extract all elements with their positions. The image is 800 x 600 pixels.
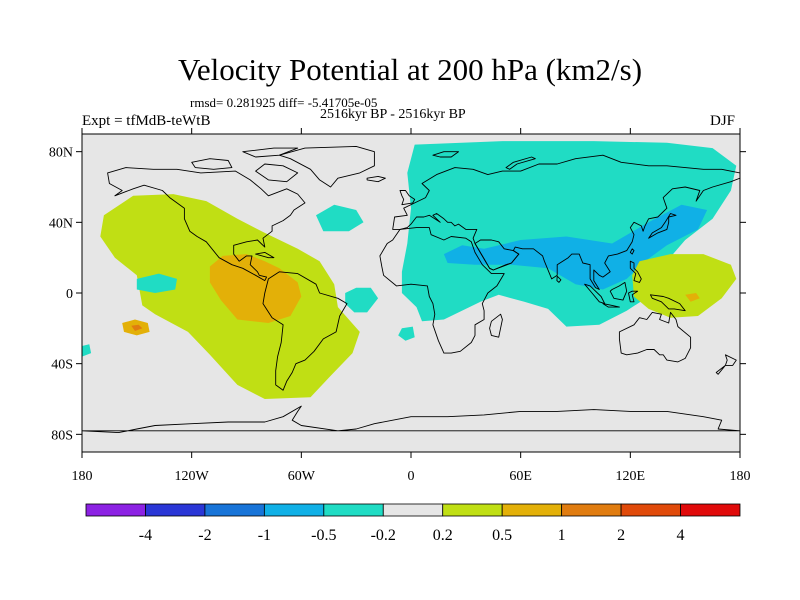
south-pacific-orange-core: [131, 324, 143, 331]
iceland-coastline: [366, 175, 386, 183]
rmsd-diff-stats: rmsd= 0.281925 diff= -5.41705e-05: [190, 95, 378, 110]
y-tick-label: 40N: [49, 216, 73, 231]
colorbar-swatch: [85, 503, 146, 517]
philippines-coastline: [629, 260, 642, 283]
colorbar-label: -4: [139, 527, 152, 544]
canadian-archipelago-3-coastline: [191, 158, 233, 170]
sulawesi-coastline: [628, 290, 639, 303]
colorbar-label: 4: [677, 527, 685, 544]
java-coastline: [602, 303, 620, 308]
colorbar-swatch: [145, 503, 206, 517]
colorbar-swatch: [680, 503, 741, 517]
canadian-archipelago-1-coastline: [255, 163, 299, 183]
north-america-coastline: [107, 167, 306, 282]
greenland-coastline: [278, 145, 375, 188]
period-label: 2516kyr BP - 2516kyr BP: [320, 107, 466, 122]
south-america-coastline: [262, 271, 348, 391]
canadian-archipelago-2-coastline: [242, 147, 299, 158]
antarctica-coastline: [82, 405, 740, 434]
new-guinea-coastline: [649, 294, 686, 312]
y-tick-label: 80N: [49, 146, 73, 161]
east-pacific-negative-blob: [136, 273, 177, 293]
colorbar-label: 1: [558, 527, 566, 544]
season-label: DJF: [710, 113, 736, 129]
y-tick-label: 80S: [51, 428, 73, 443]
colorbar: -4 -2 -1 -0.5 -0.2 0.2 0.5 1 2 4: [85, 503, 741, 544]
new-zealand-coastline: [715, 354, 737, 375]
western-pacific-positive-anomaly: [632, 254, 737, 318]
colorbar-swatch: [501, 503, 563, 517]
axis-ticks: 180 120W 60W 0 60E 120E 180 80N 40N 0 40S 80S: [49, 128, 751, 484]
australia-coastline: [618, 311, 692, 363]
africa-coastline: [379, 227, 505, 354]
cuba-coastline: [255, 251, 275, 259]
experiment-label: Expt = tfMdB-teWtB: [82, 113, 211, 129]
x-tick-label: 0: [408, 469, 415, 484]
x-tick-label: 180: [72, 469, 93, 484]
asia-minus-one-anomaly: [443, 204, 708, 290]
colorbar-label: -2: [198, 527, 211, 544]
x-tick-label: 120W: [175, 469, 210, 484]
colorbar-label: 2: [617, 527, 625, 544]
novaya-zemlya-coastline: [505, 156, 536, 170]
sri-lanka-coastline: [556, 275, 562, 283]
x-tick-label: 120E: [616, 469, 646, 484]
mid-atlantic-negative-blob: [398, 326, 415, 341]
y-tick-label: 40S: [51, 358, 73, 373]
colorbar-label: -0.5: [311, 527, 336, 544]
chart-title: Velocity Potential at 200 hPa (km2/s): [177, 52, 643, 87]
borneo-coastline: [609, 281, 628, 301]
svalbard-coastline: [432, 151, 459, 158]
colorbar-label: 0.2: [433, 527, 453, 544]
y-tick-label: 0: [66, 287, 73, 302]
great-britain-coastline: [399, 190, 416, 206]
anomaly-regions: [82, 141, 737, 399]
colorbar-swatch: [382, 503, 444, 517]
colorbar-label: -0.2: [371, 527, 396, 544]
colorbar-swatch: [204, 503, 265, 517]
central-america-1-level: [209, 254, 302, 323]
arabian-peninsula-coastline: [474, 239, 520, 271]
south-atlantic-negative-blob: [345, 287, 379, 313]
x-tick-label: 180: [730, 469, 751, 484]
x-tick-label: 60W: [288, 469, 316, 484]
japan-coastline: [648, 213, 677, 239]
western-edge-negative-blob: [82, 344, 92, 357]
taiwan-coastline: [629, 248, 635, 255]
madagascar-coastline: [489, 313, 503, 338]
colorbar-swatch: [263, 503, 325, 517]
colorbar-swatch: [561, 503, 622, 517]
colorbar-swatch: [442, 503, 503, 517]
coastlines: [82, 145, 740, 434]
colorbar-label: 0.5: [492, 527, 512, 544]
x-tick-label: 60E: [509, 469, 532, 484]
colorbar-label: -1: [258, 527, 271, 544]
colorbar-swatch: [323, 503, 384, 517]
eurasia-coastline: [392, 154, 740, 290]
colorbar-swatch: [620, 503, 681, 517]
western-pacific-orange-spot: [685, 293, 700, 302]
atlantic-negative-blob: [316, 204, 364, 232]
